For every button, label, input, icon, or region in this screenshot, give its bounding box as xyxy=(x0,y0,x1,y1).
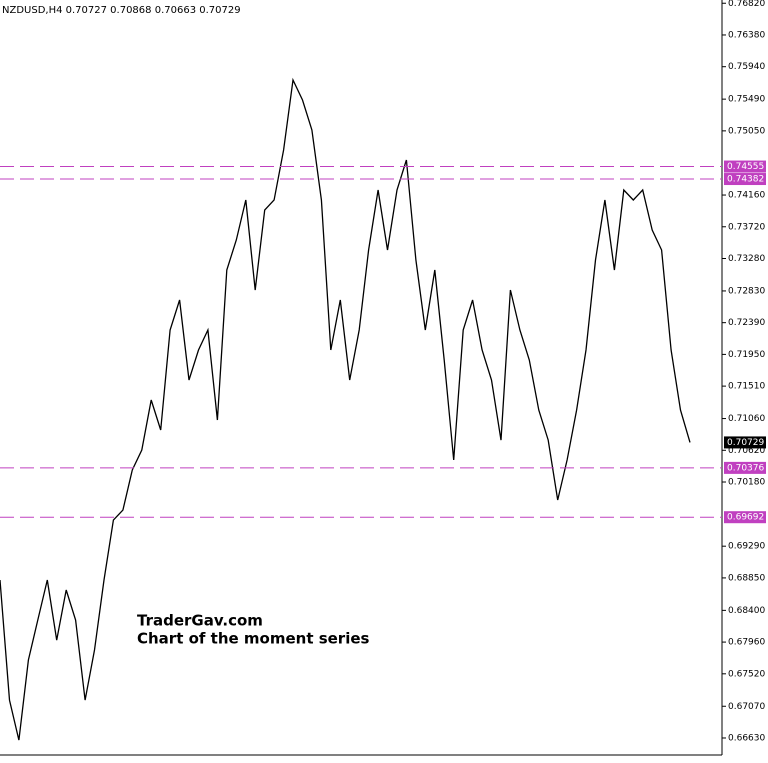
y-tick-label: 0.70180 xyxy=(728,478,765,488)
y-tick-label: 0.71510 xyxy=(728,382,765,392)
price-label: 0.70729 xyxy=(727,438,764,448)
y-tick-label: 0.67960 xyxy=(728,638,765,648)
y-tick-label: 0.72390 xyxy=(728,318,765,328)
y-tick-label: 0.73720 xyxy=(728,222,765,232)
price-label-box xyxy=(724,436,766,449)
y-tick-label: 0.67070 xyxy=(728,702,765,712)
annotation: Chart of the moment series xyxy=(137,630,370,648)
y-tick-label: 0.68400 xyxy=(728,606,765,616)
y-tick-label: 0.72830 xyxy=(728,286,765,296)
y-tick-label: 0.71060 xyxy=(728,414,765,424)
level-label: 0.70376 xyxy=(727,463,764,473)
y-tick-label: 0.67520 xyxy=(728,669,765,679)
level-label: 0.69692 xyxy=(727,513,764,523)
annotation: TraderGav.com xyxy=(137,612,263,630)
level-label: 0.74382 xyxy=(727,175,764,185)
y-tick-label: 0.71950 xyxy=(728,350,765,360)
level-label-box xyxy=(724,511,766,524)
level-label: 0.74555 xyxy=(727,162,764,172)
y-tick-label: 0.75940 xyxy=(728,62,765,72)
y-tick-label: 0.69290 xyxy=(728,542,765,552)
y-tick-label: 0.66630 xyxy=(728,733,765,743)
level-label-box xyxy=(724,173,766,186)
y-tick-label: 0.70620 xyxy=(728,446,765,456)
y-tick-label: 0.74160 xyxy=(728,191,765,201)
y-tick-label: 0.73280 xyxy=(728,254,765,264)
y-tick-label: 0.75490 xyxy=(728,95,765,105)
y-tick-label: 0.68850 xyxy=(728,573,765,583)
level-label-box xyxy=(724,461,766,474)
y-tick-label: 0.76380 xyxy=(728,30,765,40)
y-tick-label: 0.76820 xyxy=(728,0,765,9)
level-label-box xyxy=(724,160,766,173)
chart-title: NZDUSD,H4 0.70727 0.70868 0.70663 0.7072… xyxy=(2,5,241,16)
price-line xyxy=(0,77,691,741)
y-tick-label: 0.75050 xyxy=(728,126,765,136)
